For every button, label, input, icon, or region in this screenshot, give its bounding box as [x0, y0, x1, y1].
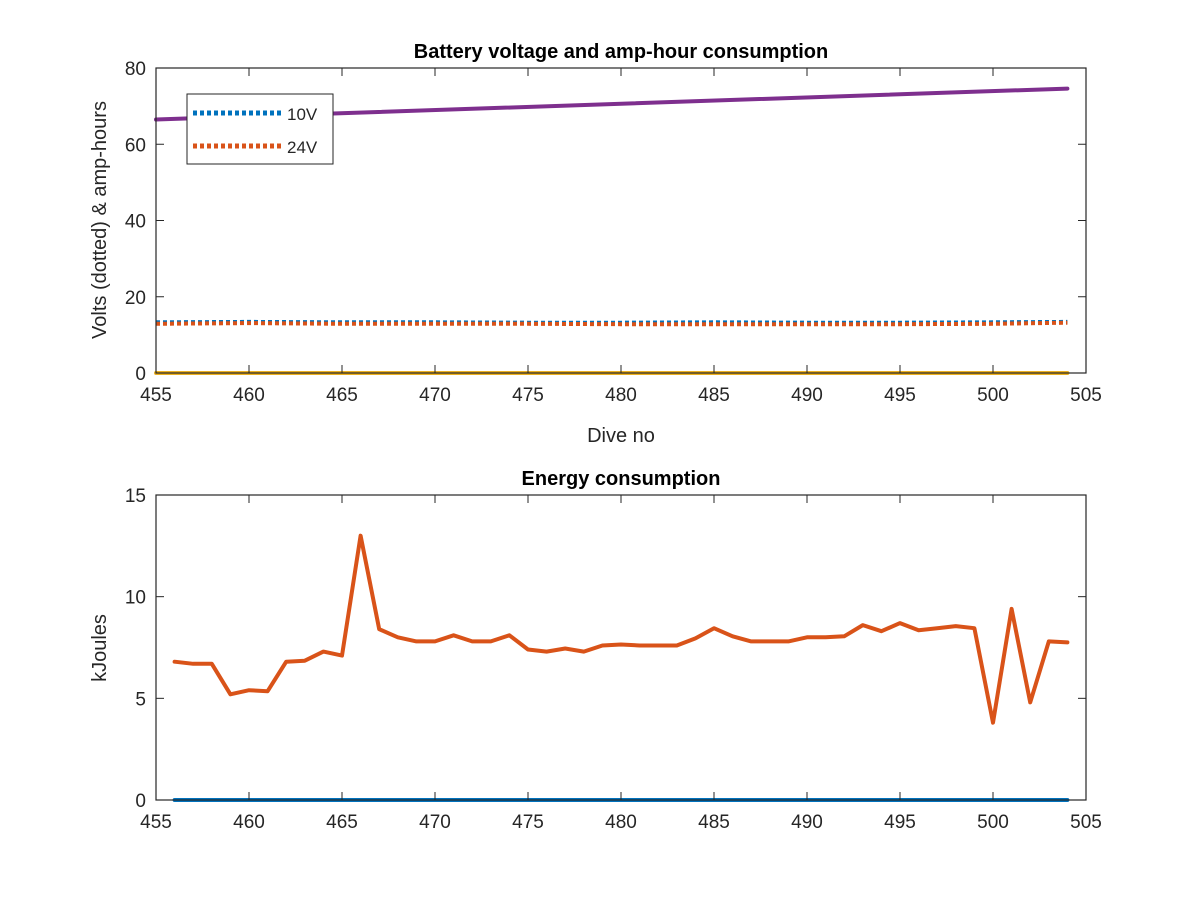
energy-x-tick-label: 455 [140, 812, 172, 833]
energy-chart: 455 460 465 470 475 480 485 490 495 500 505051015 … [89, 468, 1102, 833]
voltage-chart: 455 460 465 470 475 480 485 490 495 500 505 0 20 40 60… [89, 41, 1102, 447]
voltage-y-tick-label: 60 [125, 135, 146, 156]
voltage-x-axis-label: Dive no [587, 425, 655, 447]
energy-x-tick-label: 485 [698, 812, 730, 833]
voltage-x-tick-label: 485 [698, 385, 730, 406]
voltage-x-tick-label: 505 [1070, 385, 1102, 406]
energy-x-tick-label: 465 [326, 812, 358, 833]
voltage-chart-title: Battery voltage and amp-hour consumption [414, 41, 828, 63]
voltage-x-tick-label: 475 [512, 385, 544, 406]
voltage-x-tick-label: 465 [326, 385, 358, 406]
legend-label-10v: 10V [287, 105, 318, 124]
energy-y-tick-label: 15 [125, 486, 146, 507]
voltage-x-tick-label: 500 [977, 385, 1009, 406]
energy-x-tick-label: 460 [233, 812, 265, 833]
legend-label-24v: 24V [287, 138, 318, 157]
voltage-y-tick-label: 40 [125, 212, 146, 233]
voltage-y-tick-label: 80 [125, 59, 146, 80]
energy-y-tick-label: 10 [125, 588, 146, 609]
voltage-y-axis-label: Volts (dotted) & amp-hours [89, 101, 111, 339]
voltage-x-tick-label: 490 [791, 385, 823, 406]
voltage-ticks-layer: 455 460 465 470 475 480 485 490 495 500 505 0 20 40 60… [125, 59, 1102, 406]
energy-x-tick-label: 505 [1070, 812, 1102, 833]
energy-series-line-1 [172, 533, 1070, 725]
energy-chart-title: Energy consumption [522, 468, 721, 490]
energy-x-tick-label: 480 [605, 812, 637, 833]
voltage-y-tick-label: 20 [125, 288, 146, 309]
voltage-series-line-1 [155, 320, 1068, 327]
legend-box [186, 93, 334, 165]
voltage-x-tick-label: 455 [140, 385, 172, 406]
legend: 10V 24V [186, 93, 334, 165]
energy-y-axis-label: kJoules [89, 614, 111, 682]
energy-x-tick-label: 500 [977, 812, 1009, 833]
energy-x-tick-label: 495 [884, 812, 916, 833]
energy-y-tick-label: 5 [135, 689, 146, 710]
energy-y-tick-label: 0 [135, 791, 146, 812]
energy-plot-area [156, 495, 1086, 800]
voltage-x-tick-label: 480 [605, 385, 637, 406]
voltage-x-tick-label: 470 [419, 385, 451, 406]
voltage-x-tick-label: 495 [884, 385, 916, 406]
energy-x-tick-label: 490 [791, 812, 823, 833]
energy-x-tick-label: 475 [512, 812, 544, 833]
voltage-x-tick-label: 460 [233, 385, 265, 406]
energy-x-tick-label: 470 [419, 812, 451, 833]
voltage-y-tick-label: 0 [135, 364, 146, 385]
